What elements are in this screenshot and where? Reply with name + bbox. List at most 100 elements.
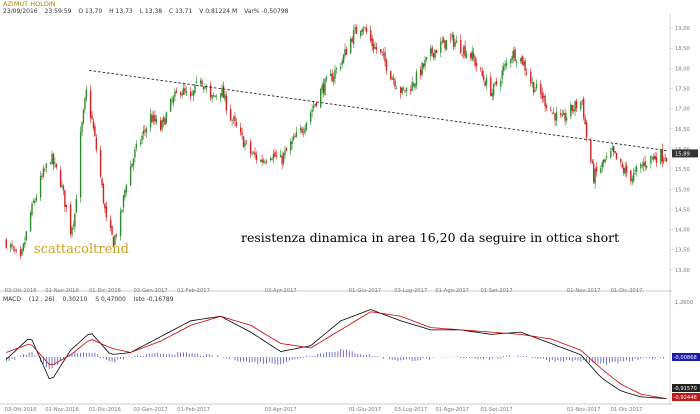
last-price-tag [672,149,698,158]
candle-body [514,49,516,62]
macd-x-tick-label: 01-Dic-2017 [611,407,643,413]
candle-body [620,159,622,163]
x-tick-label: 01-Dic-2016 [89,288,121,294]
candle-body [491,93,493,97]
candle-body [450,37,452,39]
macd-low2-tag [672,393,700,401]
x-tick-label: 01-Feb-2017 [177,288,210,294]
candle-body [45,163,48,168]
candle-body [219,93,222,98]
candle-body [605,155,608,158]
candle-body [15,249,17,251]
candle-body [61,185,63,187]
candle-body [195,81,198,83]
candle-body [175,90,178,93]
candle-body [480,68,482,69]
candle-body [550,110,552,111]
candle-body [531,82,533,84]
candle-body [331,73,333,82]
candle-body [201,81,203,85]
candle-body [650,155,652,164]
candle-body [334,70,336,79]
candle-body [600,168,602,173]
candle-body [311,109,313,112]
macd-params: (12 , 26) [28,296,55,303]
candle-body [470,52,472,58]
candle-body [321,85,323,91]
candle-body [511,55,513,60]
candle-body [272,153,275,159]
candle-body [62,186,65,191]
candle-body [410,89,412,91]
x-tick-label: 03-Ott-2016 [5,288,37,294]
candle-body [291,140,293,145]
candle-body [580,101,582,110]
candle-body [330,73,332,77]
candle-body [541,92,543,99]
candle-body [21,249,23,255]
macd-x-tick-label: 01-Ago-2017 [435,407,469,413]
candle-body [560,113,562,116]
candle-body [182,87,185,95]
candle-body [214,95,216,98]
candle-body [91,115,93,120]
candle-body [22,243,25,251]
candle-body [602,159,605,163]
candle-body [552,112,555,114]
x-tick-label: 01-Ago-2017 [435,288,469,294]
x-tick-label: 01-Set-2017 [480,288,512,294]
readout-close: C 13,71 [169,8,193,15]
candle-body [275,155,278,157]
candle-body [372,43,375,50]
chart-title: AZIMUT HOLDIN [3,0,56,8]
readout-low: L 13,38 [139,8,163,15]
candle-body [154,115,156,122]
candle-body [152,114,155,121]
candle-body [395,88,398,89]
candle-body [484,81,486,87]
candle-body [52,153,55,165]
candle-body [310,112,312,122]
candle-body [595,166,598,172]
candle-body [471,50,473,61]
candle-body [661,149,663,162]
candle-body [244,142,246,146]
macd-low1-label: -0,91570 [674,386,697,392]
candle-body [109,219,112,228]
candle-body [572,109,575,112]
candle-body [124,190,126,198]
candle-body [510,58,512,64]
candle-body [424,60,426,67]
candle-body [234,116,236,122]
candle-body [12,247,15,249]
candle-body [365,27,368,33]
candle-body [142,130,145,134]
candle-body [44,169,46,171]
candle-body [289,141,292,151]
candle-body [215,95,218,97]
candle-body [544,95,546,107]
candle-body [59,169,62,187]
candle-body [530,71,532,83]
candle-body [442,38,445,43]
candle-body [412,83,415,86]
candle-body [241,132,243,136]
candle-body [162,117,165,123]
candle-body [532,82,535,93]
candle-body [621,164,623,168]
candle-body [614,151,616,154]
watermark: scattacoltrend [34,242,129,257]
macd-x-tick-label: 01-Giu-2017 [349,407,382,413]
candle-body [341,60,343,65]
candle-body [255,154,258,160]
candle-body [282,153,285,164]
candle-body [232,117,235,120]
candle-body [99,149,102,177]
candle-body [122,195,125,208]
candle-body [239,127,242,133]
candle-body [252,152,255,154]
candle-body [592,163,595,183]
readout-open: O 13,70 [78,8,103,15]
candle-body [551,112,553,114]
